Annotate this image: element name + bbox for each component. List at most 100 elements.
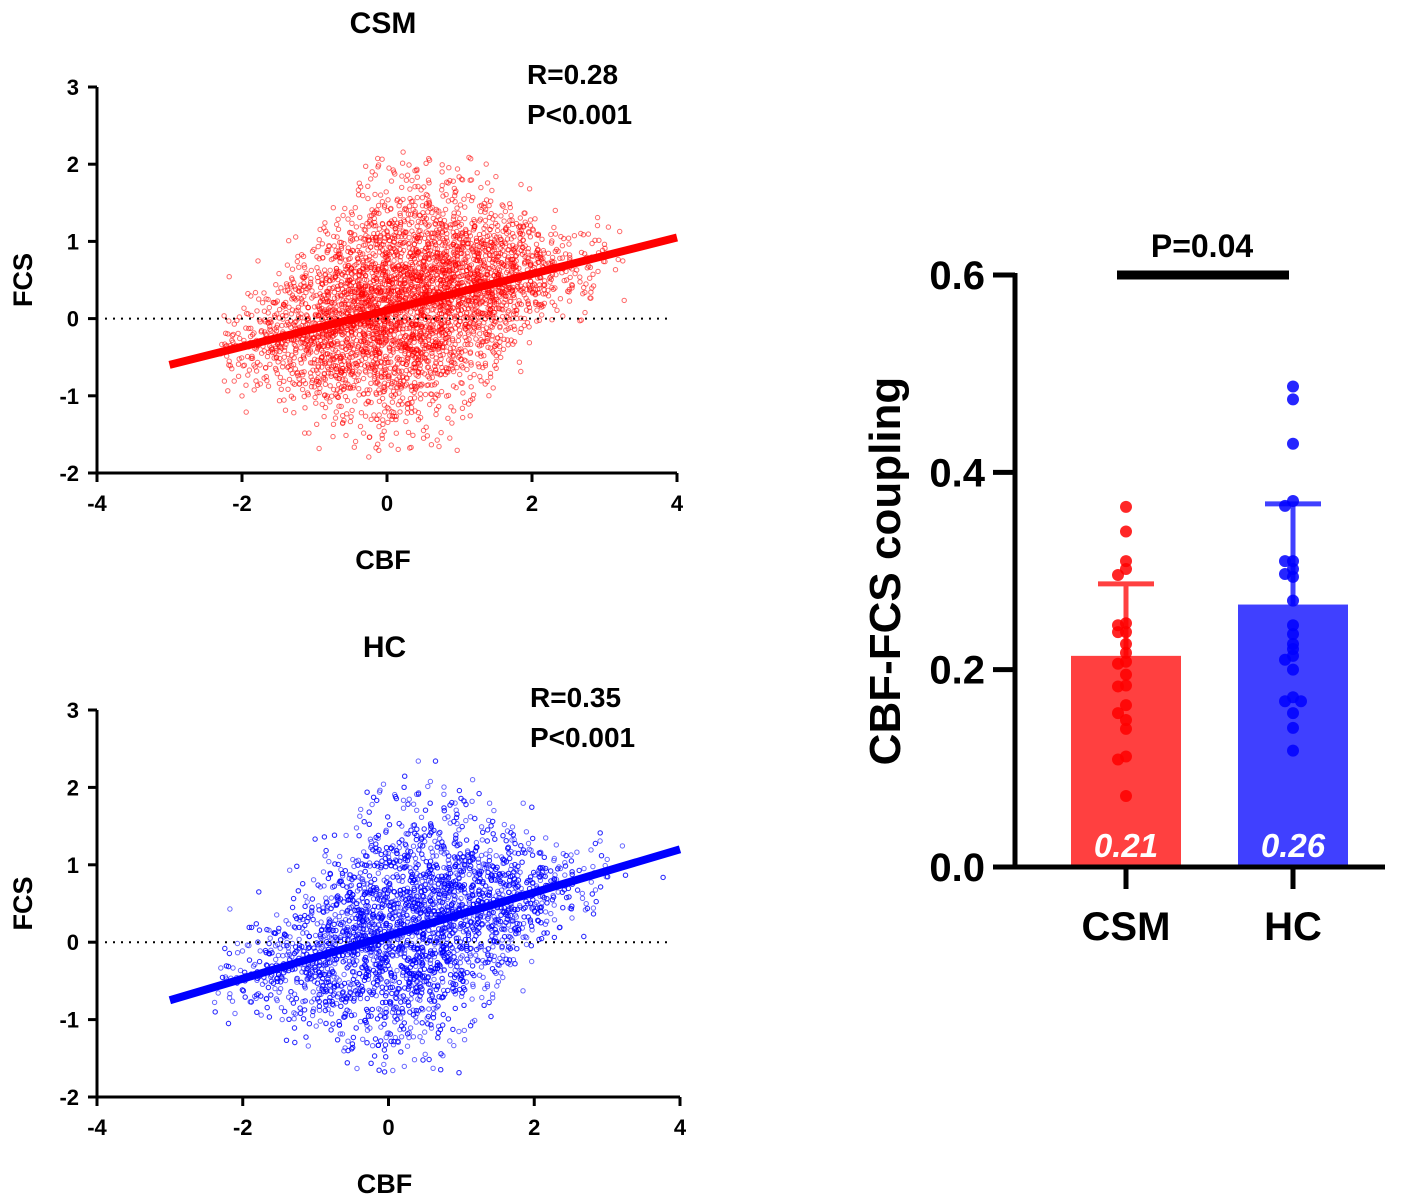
scatter-point — [258, 329, 264, 335]
scatter-point — [295, 307, 301, 313]
scatter-point — [465, 244, 471, 250]
scatter-point — [483, 325, 489, 331]
scatter-point — [505, 342, 511, 348]
scatter-point — [566, 252, 573, 258]
scatter-point — [474, 266, 480, 272]
scatter-point — [365, 237, 372, 243]
scatter-point — [300, 378, 307, 384]
scatter-point — [484, 180, 491, 186]
scatter-point — [539, 236, 545, 243]
scatter-point — [451, 210, 457, 216]
scatter-point — [279, 322, 285, 329]
scatter-point — [569, 285, 575, 291]
scatter-point — [534, 307, 540, 313]
scatter-point — [420, 435, 427, 441]
scatter-point — [388, 321, 395, 327]
scatter-point — [336, 376, 343, 382]
scatter-point — [299, 386, 306, 393]
scatter-point — [276, 398, 283, 404]
scatter-point — [502, 208, 509, 215]
scatter-point — [308, 275, 314, 282]
scatter-point — [390, 264, 396, 270]
scatter-point — [439, 242, 445, 248]
scatter-point — [377, 192, 384, 198]
scatter-point — [261, 348, 267, 354]
scatter-point — [451, 349, 457, 355]
scatter-point — [454, 233, 461, 239]
scatter-point — [360, 262, 367, 269]
scatter-point — [391, 239, 397, 245]
scatter-point — [396, 390, 402, 396]
scatter-point — [416, 233, 422, 239]
scatter-point — [419, 195, 426, 201]
scatter-point — [293, 286, 299, 292]
scatter-point — [501, 336, 507, 342]
scatter-point — [467, 270, 474, 277]
scatter-point — [391, 252, 398, 259]
scatter-point — [549, 284, 555, 291]
scatter-point — [417, 396, 424, 402]
scatter-point — [316, 389, 322, 396]
scatter-point — [381, 238, 387, 245]
scatter-point — [404, 359, 411, 365]
p-annotation: P<0.001 — [527, 99, 632, 130]
scatter-point — [409, 269, 415, 275]
scatter-point — [455, 303, 461, 310]
scatter-point — [504, 236, 511, 242]
scatter-point — [332, 415, 339, 421]
scatter-point — [300, 372, 306, 378]
scatter-point — [372, 172, 378, 178]
scatter-point — [367, 387, 373, 393]
scatter-point — [463, 256, 469, 262]
scatter-point — [527, 260, 534, 266]
scatter-point — [442, 206, 449, 213]
scatter-point — [419, 203, 426, 209]
scatter-point — [453, 313, 460, 319]
scatter-point — [385, 419, 391, 426]
scatter-point — [559, 243, 566, 249]
scatter-point — [234, 317, 240, 324]
scatter-point — [296, 376, 302, 382]
scatter-point — [339, 272, 346, 278]
scatter-point — [356, 287, 362, 293]
scatter-point — [393, 413, 399, 419]
scatter-point — [414, 223, 420, 230]
scatter-point — [525, 245, 532, 252]
scatter-point — [382, 332, 389, 338]
scatter-point — [316, 237, 322, 243]
scatter-point — [451, 359, 457, 365]
scatter-point — [414, 317, 420, 324]
scatter-point — [577, 279, 583, 285]
scatter-point — [315, 269, 322, 275]
scatter-point — [388, 352, 394, 358]
scatter-point — [319, 241, 326, 247]
scatter-point — [373, 390, 379, 396]
scatter-point — [364, 361, 371, 367]
scatter-point — [428, 230, 434, 236]
scatter-point — [455, 301, 461, 308]
scatter-point — [468, 360, 474, 366]
scatter-point — [383, 189, 389, 195]
scatter-point — [274, 370, 280, 377]
scatter-point — [478, 314, 484, 320]
scatter-point — [332, 307, 339, 313]
scatter-point — [397, 409, 403, 415]
scatter-point — [474, 170, 480, 176]
scatter-point — [429, 330, 436, 337]
scatter-point — [518, 181, 524, 188]
scatter-point — [506, 308, 512, 314]
scatter-point — [477, 331, 483, 337]
scatter-point — [245, 290, 251, 297]
scatter-point — [371, 412, 377, 418]
scatter-point — [356, 277, 362, 284]
scatter-point — [331, 284, 337, 290]
scatter-point — [468, 341, 474, 348]
scatter-point — [511, 292, 517, 298]
scatter-point — [594, 222, 601, 229]
scatter-point — [252, 289, 259, 296]
scatter-point — [296, 264, 302, 270]
scatter-point — [500, 346, 507, 352]
scatter-point — [407, 186, 413, 192]
scatter-point — [533, 241, 540, 248]
scatter-point — [356, 386, 362, 392]
